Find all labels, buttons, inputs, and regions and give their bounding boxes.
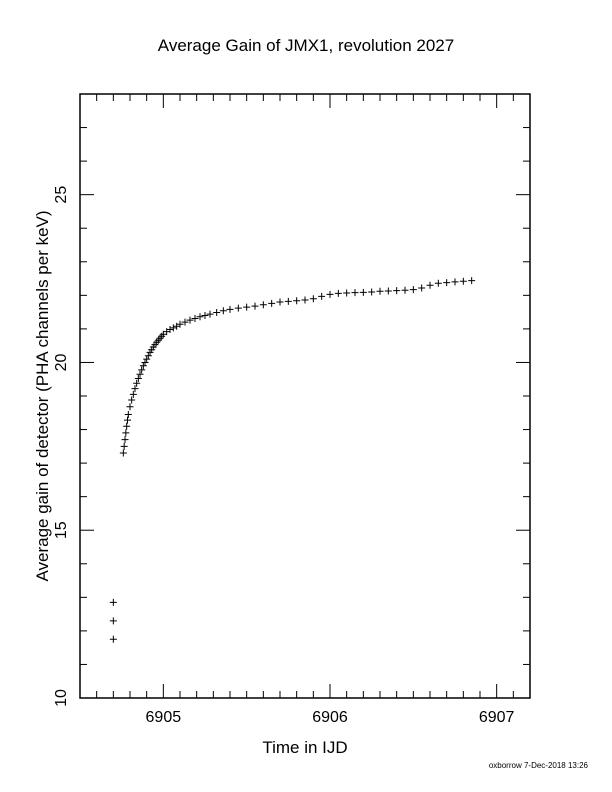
data-point xyxy=(468,277,476,285)
data-point xyxy=(169,324,177,332)
data-point xyxy=(143,355,151,363)
data-point xyxy=(109,635,117,643)
data-point xyxy=(318,292,326,300)
data-point xyxy=(120,442,128,450)
data-point xyxy=(126,403,134,411)
data-point xyxy=(128,396,136,404)
data-points xyxy=(109,277,476,643)
data-point xyxy=(426,281,434,289)
data-point xyxy=(268,299,276,307)
data-point xyxy=(129,390,137,398)
data-point xyxy=(301,296,309,304)
data-point xyxy=(368,288,376,296)
data-point xyxy=(201,311,209,319)
data-point xyxy=(109,617,117,625)
data-point xyxy=(284,297,292,305)
data-point xyxy=(121,436,129,444)
plot-frame xyxy=(79,93,531,699)
data-point xyxy=(138,366,146,374)
data-point xyxy=(243,303,251,311)
data-point xyxy=(251,302,259,310)
data-point xyxy=(139,362,147,370)
data-point xyxy=(191,314,199,322)
data-point xyxy=(451,278,459,286)
data-point xyxy=(443,279,451,287)
data-point xyxy=(144,352,152,360)
y-tick-label: 25 xyxy=(53,186,70,204)
data-point xyxy=(219,307,227,315)
data-point xyxy=(434,279,442,287)
axes: 6905 6906 6907 10 15 20 25 xyxy=(53,93,531,726)
footer-credit: oxborrow 7-Dec-2018 13:26 xyxy=(488,761,588,770)
data-point xyxy=(119,449,127,457)
data-point xyxy=(206,310,214,318)
data-point xyxy=(334,289,342,297)
data-point xyxy=(141,358,149,366)
data-point xyxy=(351,289,359,297)
y-tick-label: 10 xyxy=(53,689,70,707)
data-point xyxy=(276,298,284,306)
data-point xyxy=(133,379,141,387)
data-point xyxy=(401,286,409,294)
data-point xyxy=(166,326,174,334)
data-point xyxy=(343,289,351,297)
y-tick-label: 20 xyxy=(53,353,70,371)
data-point xyxy=(131,385,139,393)
data-point xyxy=(418,284,426,292)
data-point xyxy=(136,370,144,378)
data-point xyxy=(122,429,130,437)
data-point xyxy=(459,277,467,285)
data-point xyxy=(384,287,392,295)
x-axis-label: Time in IJD xyxy=(262,738,348,757)
data-point xyxy=(326,290,334,298)
data-point xyxy=(123,422,131,430)
data-point xyxy=(293,297,301,305)
data-point xyxy=(359,288,367,296)
data-point xyxy=(213,308,221,316)
data-point xyxy=(409,286,417,294)
data-point xyxy=(376,287,384,295)
data-point xyxy=(259,301,267,309)
data-point xyxy=(124,410,132,418)
data-point xyxy=(226,305,234,313)
data-point xyxy=(124,416,131,424)
data-point xyxy=(181,318,189,326)
data-point xyxy=(176,320,184,328)
data-point xyxy=(393,287,401,295)
y-tick-label: 15 xyxy=(53,521,70,539)
data-point xyxy=(309,295,317,303)
x-tick-label: 6907 xyxy=(479,709,515,726)
data-point xyxy=(196,313,204,321)
y-axis-label: Average gain of detector (PHA channels p… xyxy=(33,210,52,581)
data-point xyxy=(186,316,194,324)
data-point xyxy=(234,304,242,312)
data-point xyxy=(134,375,142,383)
chart-title: Average Gain of JMX1, revolution 2027 xyxy=(157,36,455,55)
data-point xyxy=(109,598,117,606)
x-tick-label: 6906 xyxy=(312,709,348,726)
x-tick-label: 6905 xyxy=(146,709,182,726)
